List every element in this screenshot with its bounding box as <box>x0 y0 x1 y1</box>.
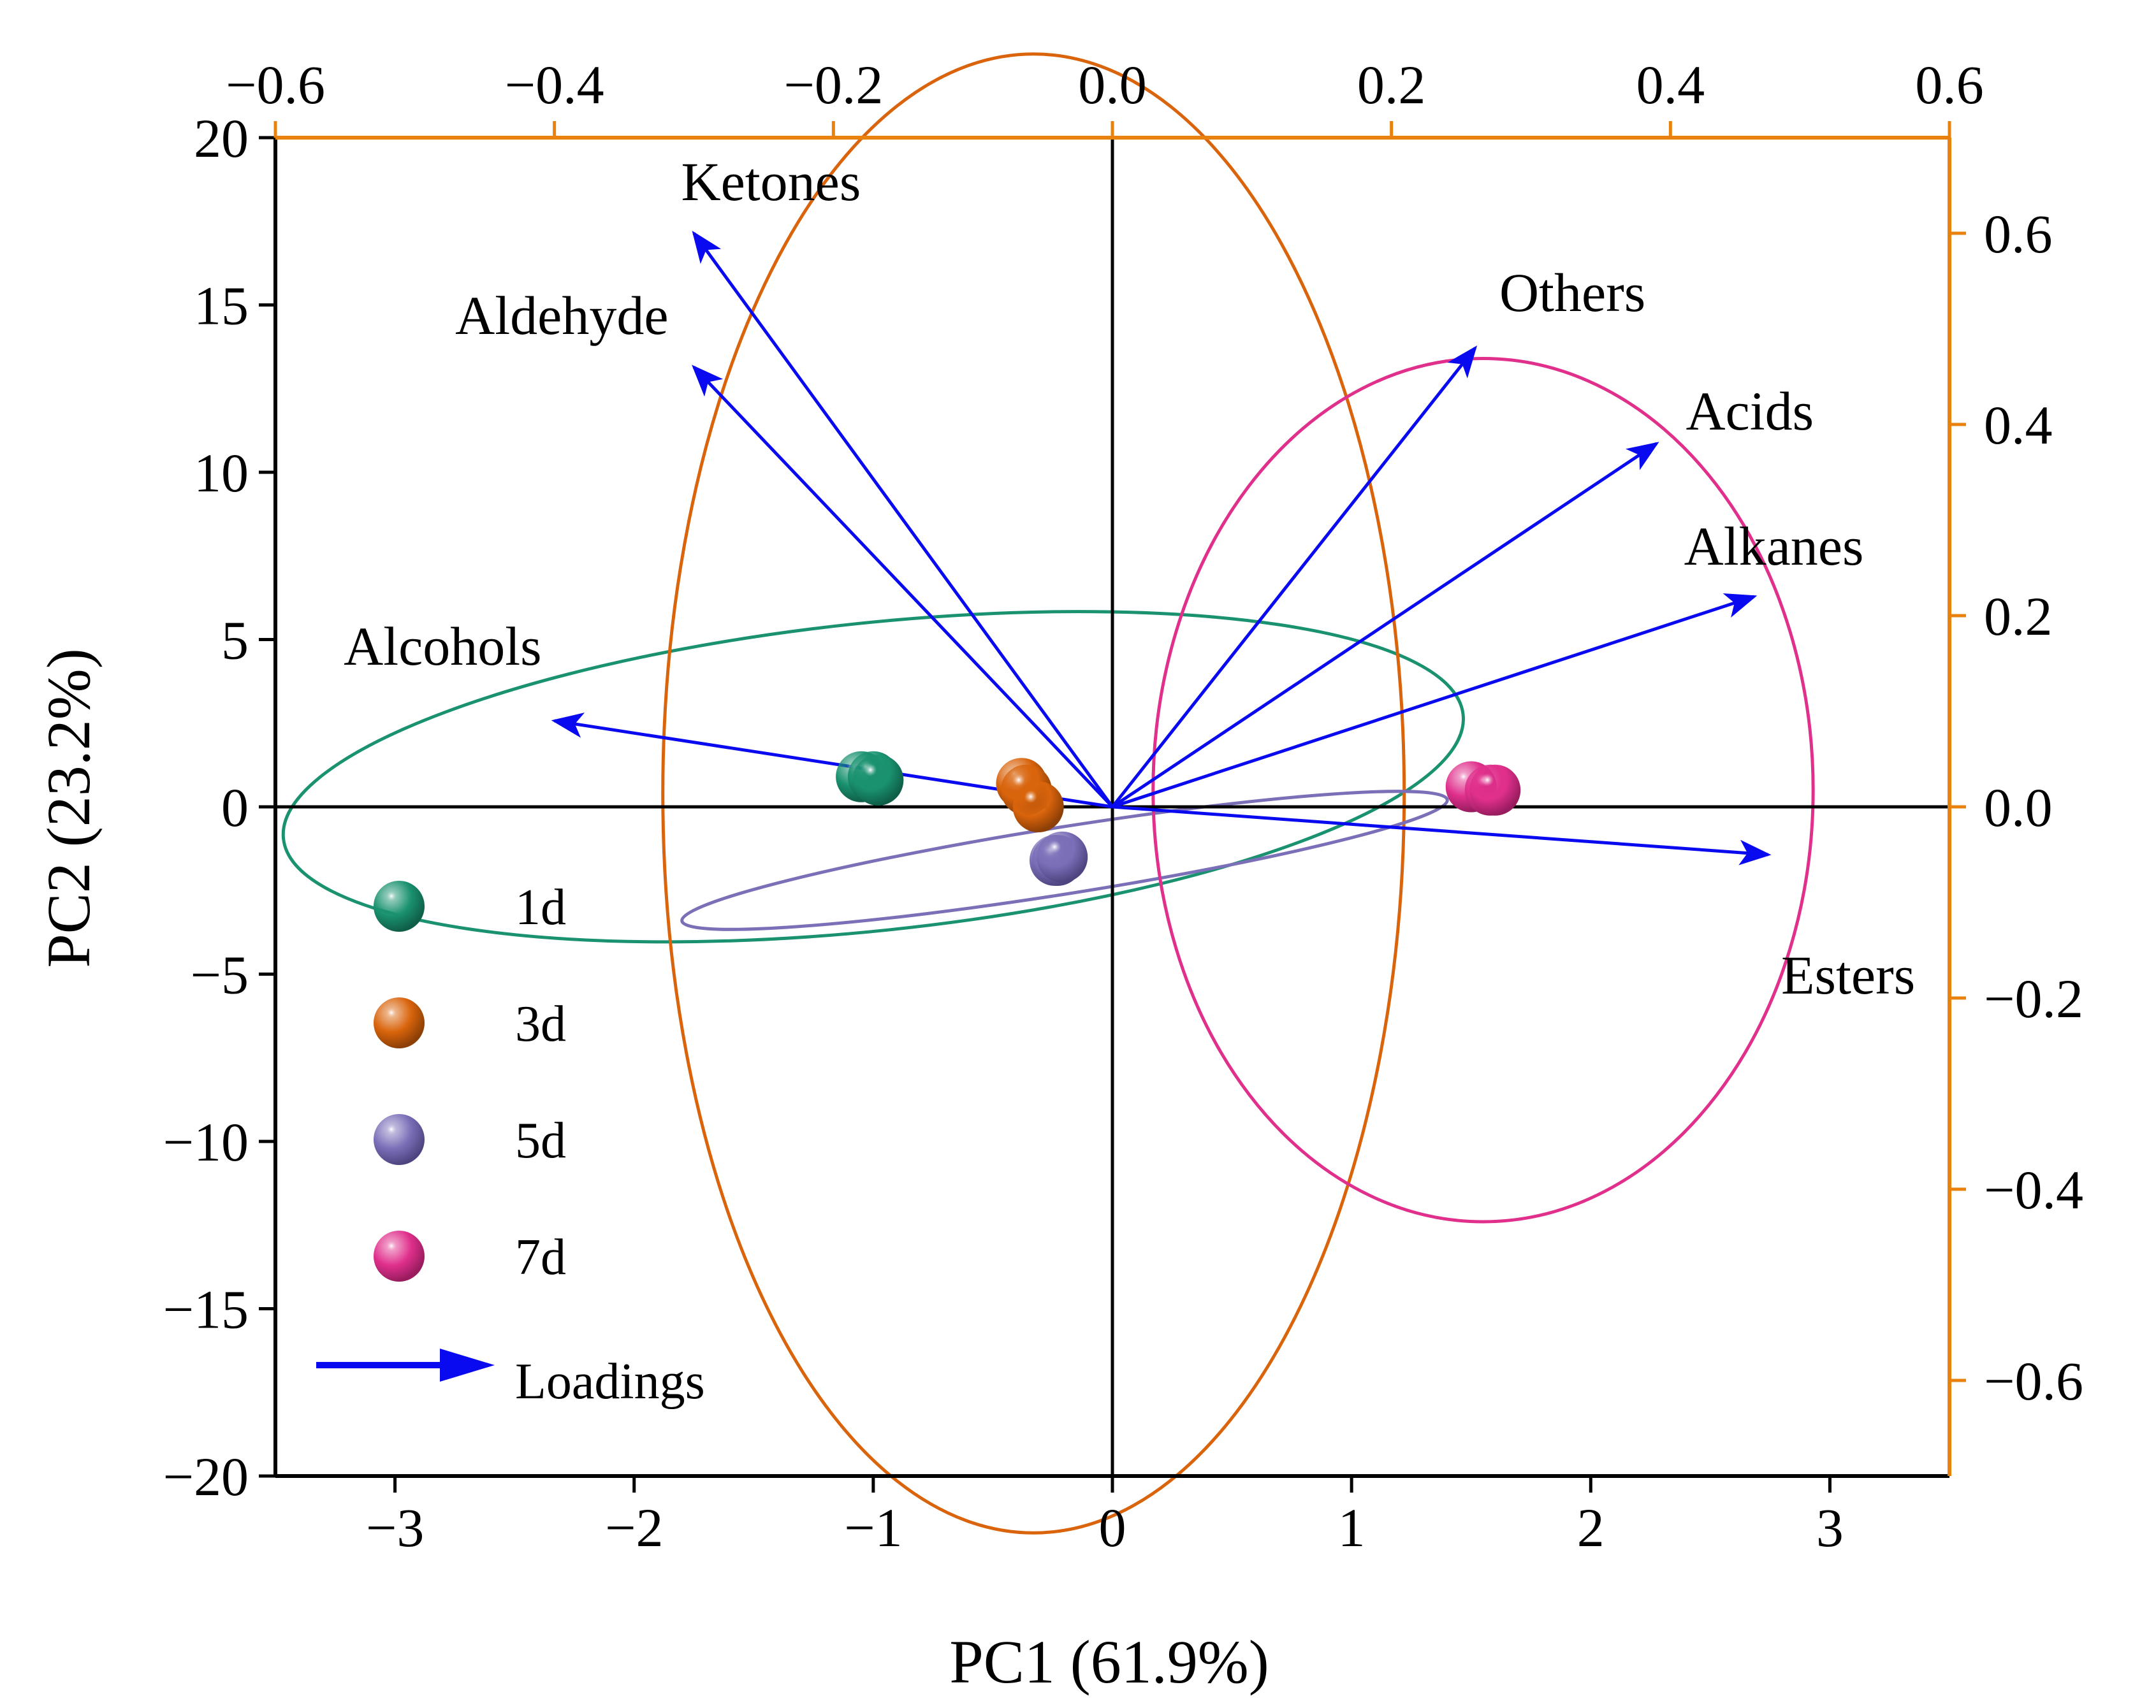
score-point-1d <box>852 755 904 806</box>
right-tick-label: −0.4 <box>1984 1159 2083 1220</box>
top-tick-label: −0.2 <box>783 54 883 115</box>
top-tick-label: 0.6 <box>1915 54 1984 115</box>
x-axis-label: PC1 (61.9%) <box>949 1628 1269 1696</box>
right-tick-label: −0.2 <box>1984 968 2083 1029</box>
loading-arrow-others <box>1111 345 1478 808</box>
legend-label-5d: 5d <box>515 1113 566 1169</box>
loading-label-alkanes: Alkanes <box>1684 516 1864 577</box>
legend-marker-5d <box>374 1114 425 1165</box>
legend-marker-1d <box>374 881 425 932</box>
legend-label-1d: 1d <box>515 879 566 936</box>
score-point-3d <box>1012 781 1064 832</box>
right-tick-label: 0.2 <box>1984 586 2053 647</box>
loading-arrow-acids <box>1111 442 1659 809</box>
ellipse-7d <box>1151 357 1815 1224</box>
right-tick-label: 0.4 <box>1984 394 2053 456</box>
legend-label-3d: 3d <box>515 996 566 1052</box>
legend: 1d 3d 5d 7d Loadings <box>316 879 705 1410</box>
legend-marker-7d <box>374 1231 425 1282</box>
score-point-5d <box>1037 831 1088 883</box>
x-tick-label: −3 <box>366 1497 425 1558</box>
confidence-ellipses <box>281 52 1815 1535</box>
top-tick-label: 0.4 <box>1636 54 1705 115</box>
loading-arrow-ketones <box>692 230 1114 808</box>
y-tick-label: 5 <box>221 610 249 671</box>
legend-arrow-icon <box>440 1349 495 1382</box>
top-tick-label: 0.2 <box>1357 54 1426 115</box>
loading-label-alcohols: Alcohols <box>344 616 542 677</box>
top-tick-label: −0.6 <box>226 54 325 115</box>
loading-label-acids: Acids <box>1686 380 1814 442</box>
y-axis-label: PC2 (23.2%) <box>34 648 103 967</box>
x-tick-label: −2 <box>605 1497 664 1558</box>
x-tick-label: −1 <box>844 1497 903 1558</box>
x-tick-label: 2 <box>1577 1497 1605 1558</box>
loading-label-others: Others <box>1499 262 1645 323</box>
right-tick-label: −0.6 <box>1984 1350 2083 1412</box>
y-tick-label: 15 <box>194 275 249 337</box>
top-tick-label: −0.4 <box>505 54 604 115</box>
legend-label-7d: 7d <box>515 1229 566 1285</box>
y-tick-label: −10 <box>163 1111 249 1173</box>
right-tick-label: 0.6 <box>1984 203 2053 264</box>
x-tick-label: 1 <box>1338 1497 1366 1558</box>
y-tick-label: 0 <box>221 777 249 838</box>
loading-label-aldehyde: Aldehyde <box>455 285 668 346</box>
x-tick-label: 0 <box>1099 1497 1126 1558</box>
loading-arrow-esters <box>1112 805 1772 865</box>
loading-label-ketones: Ketones <box>681 151 861 212</box>
y-tick-label: 20 <box>194 108 249 169</box>
right-tick-label: 0.0 <box>1984 777 2053 838</box>
loading-arrows: Ketones Aldehyde Others Acids Alkanes Alcohol… <box>344 151 1915 1006</box>
x-tick-label: 3 <box>1816 1497 1844 1558</box>
top-tick-label: 0.0 <box>1078 54 1147 115</box>
loading-arrow-alkanes <box>1112 593 1758 809</box>
ellipse-3d <box>661 52 1406 1535</box>
ellipse-1d <box>281 610 1465 944</box>
y-tick-label: 10 <box>194 442 249 503</box>
y-tick-label: −15 <box>163 1279 249 1340</box>
score-point-7d <box>1469 764 1521 816</box>
y-tick-label: −20 <box>163 1446 249 1507</box>
legend-label-loadings: Loadings <box>515 1354 705 1410</box>
ellipse-5d <box>680 790 1449 931</box>
y-tick-label: −5 <box>190 944 249 1006</box>
legend-marker-3d <box>374 997 425 1048</box>
loading-label-esters: Esters <box>1781 944 1915 1006</box>
loading-arrow-aldehyde <box>692 365 1114 808</box>
score-points <box>836 751 1521 886</box>
